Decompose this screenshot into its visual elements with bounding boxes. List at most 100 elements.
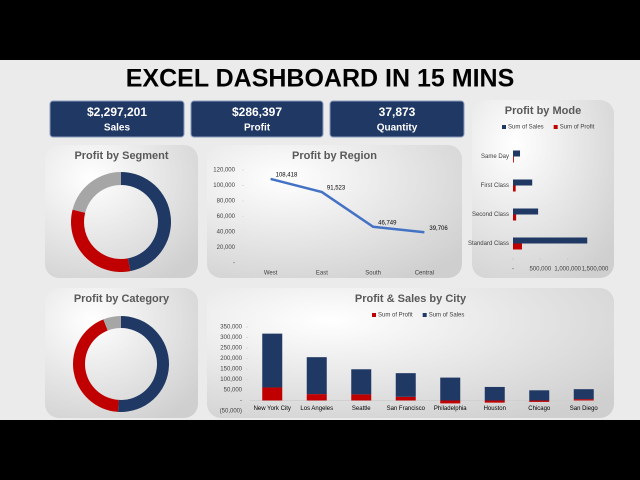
legend-label: Sum of Profit [560, 125, 595, 131]
bar-segment [484, 400, 505, 403]
bar [513, 243, 522, 250]
data-label: 91,523 [327, 186, 346, 192]
donut-segment [70, 209, 131, 272]
y-tick-label: 300,000 [220, 335, 242, 341]
kpi-value: 37,873 [379, 105, 416, 119]
bar [513, 156, 514, 163]
x-tick-label: San Diego [570, 406, 599, 412]
x-tick-label: 500,000 [529, 267, 551, 273]
legend-swatch [553, 125, 558, 129]
legend-swatch [422, 313, 427, 317]
y-tick-label: (50,000) [220, 409, 242, 415]
x-tick-label: 1,000,000 [554, 267, 581, 273]
kpi-card [49, 100, 185, 138]
bar [513, 214, 517, 221]
bar-segment [484, 386, 505, 401]
line [270, 177, 425, 234]
x-tick-label: Houston [484, 406, 506, 412]
bar-segment [306, 394, 327, 401]
y-tick-label: 80,000 [217, 199, 236, 205]
legend-swatch [372, 313, 376, 317]
x-tick-label: Philadelphia [434, 406, 467, 412]
y-tick-label: 150,000 [220, 367, 242, 373]
kpi-card [190, 100, 324, 138]
bar [513, 179, 533, 186]
donut-segment [117, 316, 170, 412]
kpi-cards: $2,297,201 Sales $286,397 Profit 37,873 … [49, 100, 465, 138]
bar-segment [573, 389, 594, 400]
y-tick-label: Second Class [472, 212, 509, 218]
y-tick-label: First Class [481, 183, 509, 189]
chart-panel [45, 288, 198, 418]
donut-segment [72, 171, 121, 213]
y-tick-label: 100,000 [220, 377, 242, 383]
page-title: EXCEL DASHBOARD IN 15 MINS [126, 65, 515, 93]
legend-label: Sum of Sales [429, 313, 465, 319]
chart-title: Profit by Region [292, 150, 377, 162]
chart-panel [472, 100, 614, 278]
x-tick-label: Los Angeles [300, 406, 333, 412]
bar-segment [351, 394, 372, 401]
y-tick-label: 100,000 [213, 183, 235, 189]
kpi-label: Quantity [377, 123, 418, 134]
y-tick-label: Standard Class [468, 241, 509, 247]
chart-panel [45, 145, 198, 278]
legend-label: Sum of Sales [508, 125, 544, 131]
bar-segment [306, 357, 327, 395]
y-tick-label: 120,000 [213, 168, 235, 174]
bar [513, 185, 516, 192]
bar [513, 150, 521, 157]
y-tick-label: - [240, 398, 242, 404]
x-tick-label: West [264, 271, 278, 277]
x-tick-label: Chicago [528, 406, 551, 412]
bar-segment [351, 369, 372, 395]
x-tick-label: - [512, 267, 514, 273]
donut-segment [73, 319, 119, 412]
y-tick-label: 250,000 [220, 346, 242, 352]
y-tick-label: 60,000 [217, 214, 236, 220]
chart-title: Profit & Sales by City [355, 293, 467, 305]
donut-segment [103, 316, 121, 331]
y-tick-label: Same Day [481, 154, 509, 160]
x-tick-label: New York City [254, 406, 291, 412]
x-tick-label: South [365, 271, 381, 277]
y-tick-label: 350,000 [220, 325, 242, 331]
x-tick-label: San Francisco [387, 406, 426, 412]
data-label: 46,749 [378, 220, 397, 226]
kpi-card [329, 100, 465, 138]
bar-segment [440, 400, 461, 404]
kpi-label: Sales [104, 123, 131, 134]
kpi-value: $2,297,201 [87, 105, 147, 119]
y-tick-label: 20,000 [217, 245, 236, 251]
bar [513, 208, 539, 215]
x-tick-label: Central [415, 271, 434, 277]
kpi-label: Profit [244, 123, 271, 134]
legend-swatch [502, 125, 506, 129]
bar-segment [395, 373, 416, 397]
bar-segment [573, 399, 594, 401]
x-tick-label: Seattle [352, 406, 371, 412]
data-label: 108,418 [276, 173, 298, 179]
y-tick-label: 200,000 [220, 356, 242, 362]
x-tick-label: 1,500,000 [582, 267, 609, 273]
kpi-value: $286,397 [232, 105, 282, 119]
bar-segment [529, 400, 550, 402]
chart-title: Profit by Mode [505, 105, 581, 117]
bar [513, 237, 588, 244]
bar-segment [440, 377, 461, 401]
y-tick-label: - [233, 261, 235, 267]
y-tick-label: 40,000 [217, 230, 236, 236]
bar-segment [262, 333, 283, 388]
chart-title: Profit by Segment [74, 150, 168, 162]
chart-panel [207, 145, 462, 278]
x-tick-label: East [316, 271, 328, 277]
legend-label: Sum of Profit [378, 313, 413, 319]
y-tick-label: 50,000 [224, 388, 243, 394]
bar-segment [529, 390, 550, 401]
donut-segment [121, 172, 171, 272]
bar-segment [395, 396, 416, 401]
chart-title: Profit by Category [74, 293, 170, 305]
bar-segment [262, 387, 283, 401]
data-label: 39,706 [429, 226, 448, 232]
